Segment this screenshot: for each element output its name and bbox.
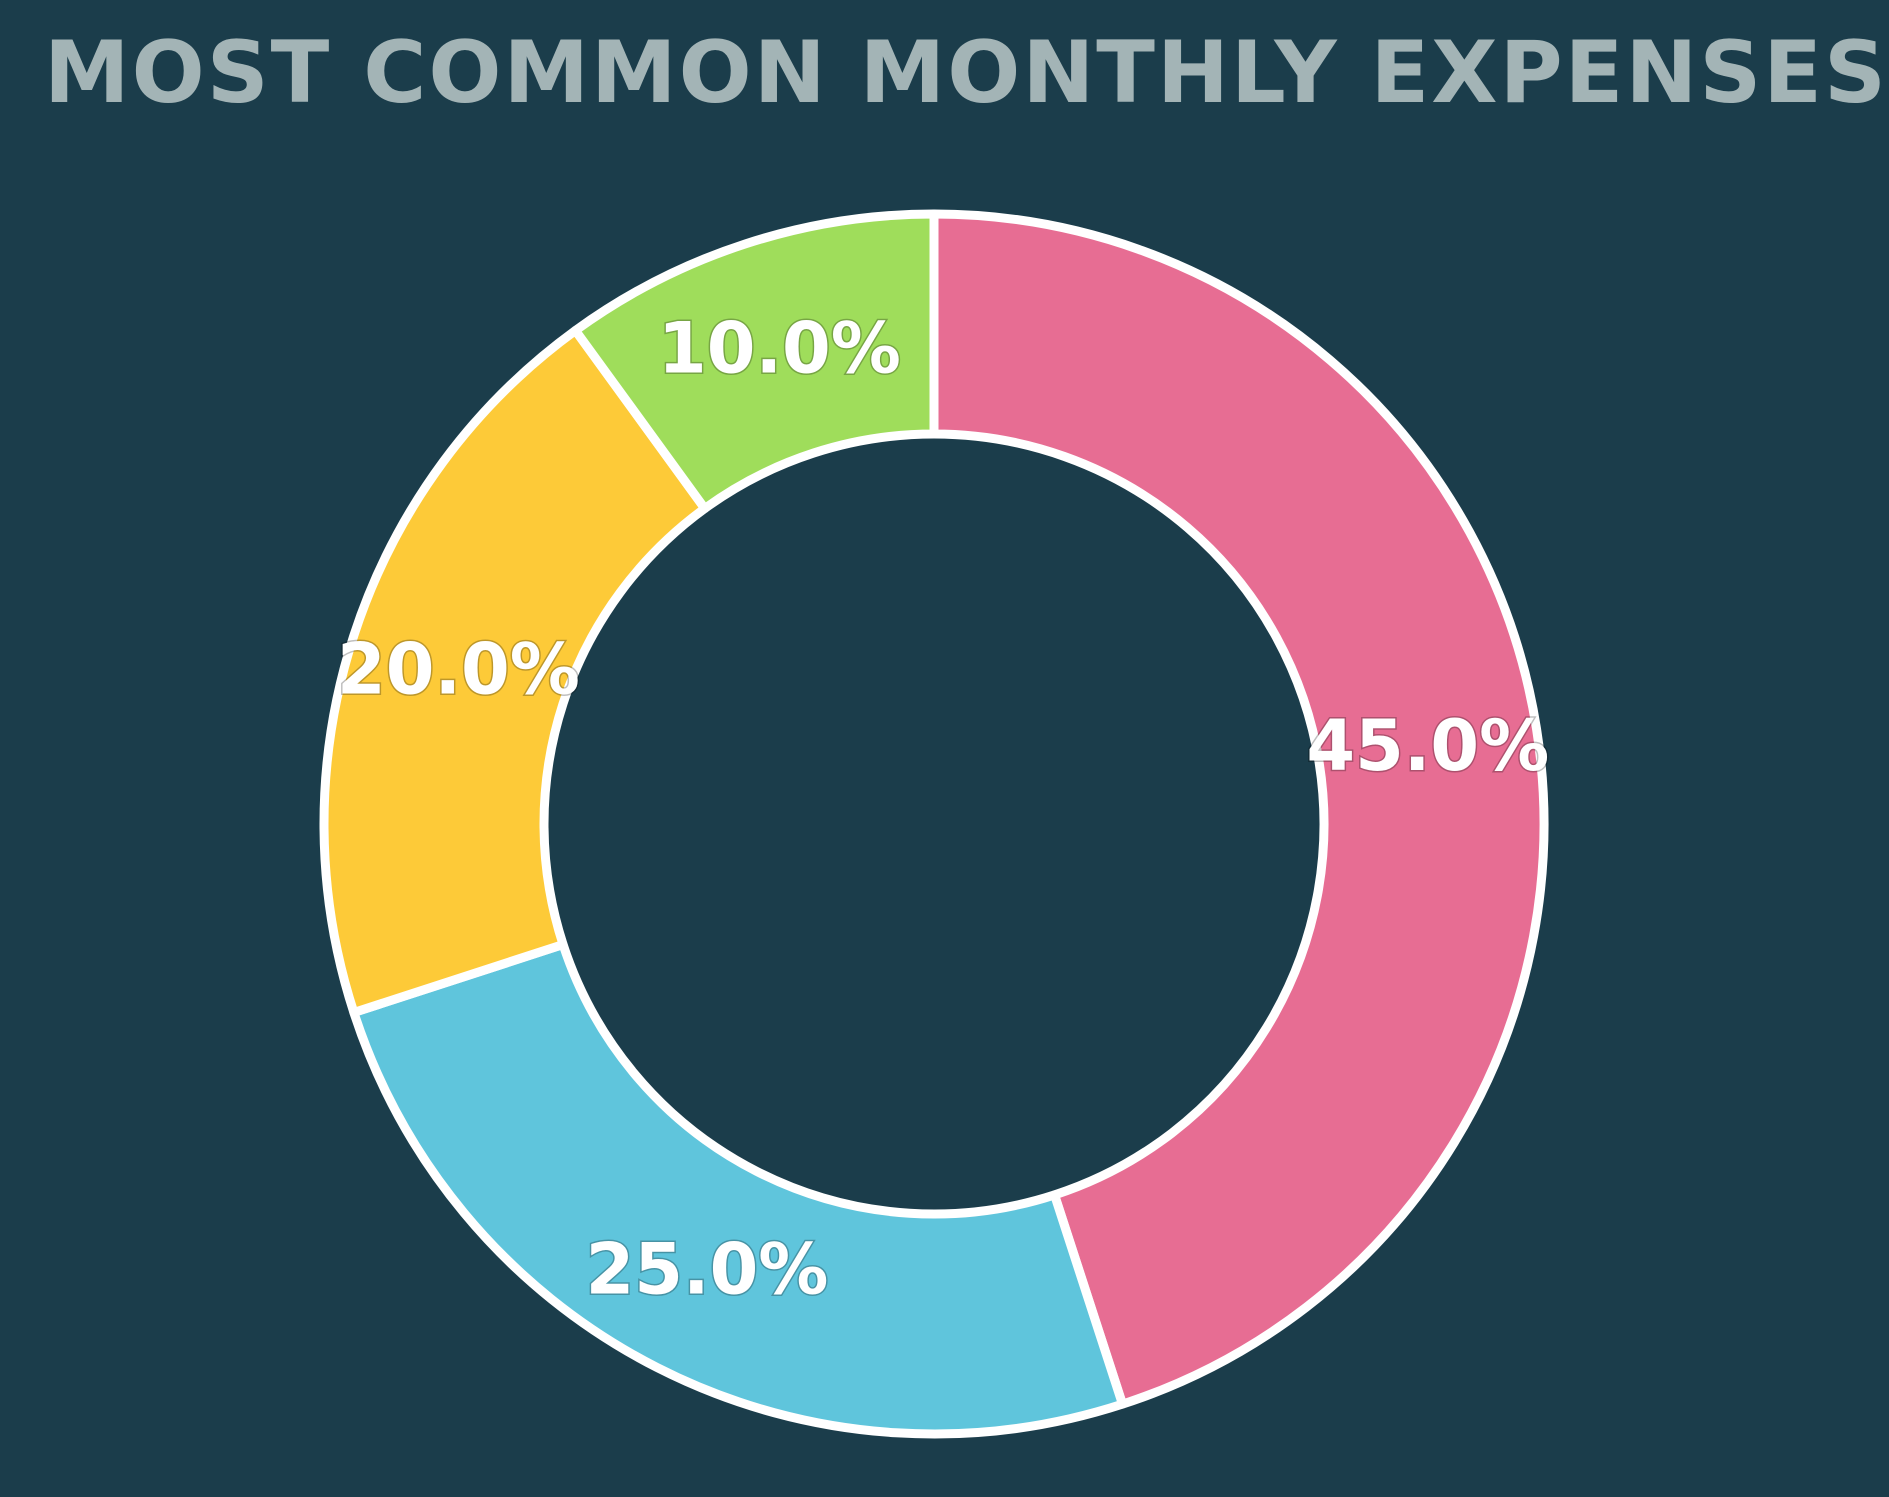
slice-label-2: 20.0% xyxy=(337,628,580,710)
slice-label-1: 25.0% xyxy=(586,1229,829,1311)
slice-label-3: 10.0% xyxy=(658,307,901,389)
donut-slice-1 xyxy=(354,945,1123,1434)
slice-label-0: 45.0% xyxy=(1306,705,1549,787)
donut-slices xyxy=(324,214,1544,1434)
